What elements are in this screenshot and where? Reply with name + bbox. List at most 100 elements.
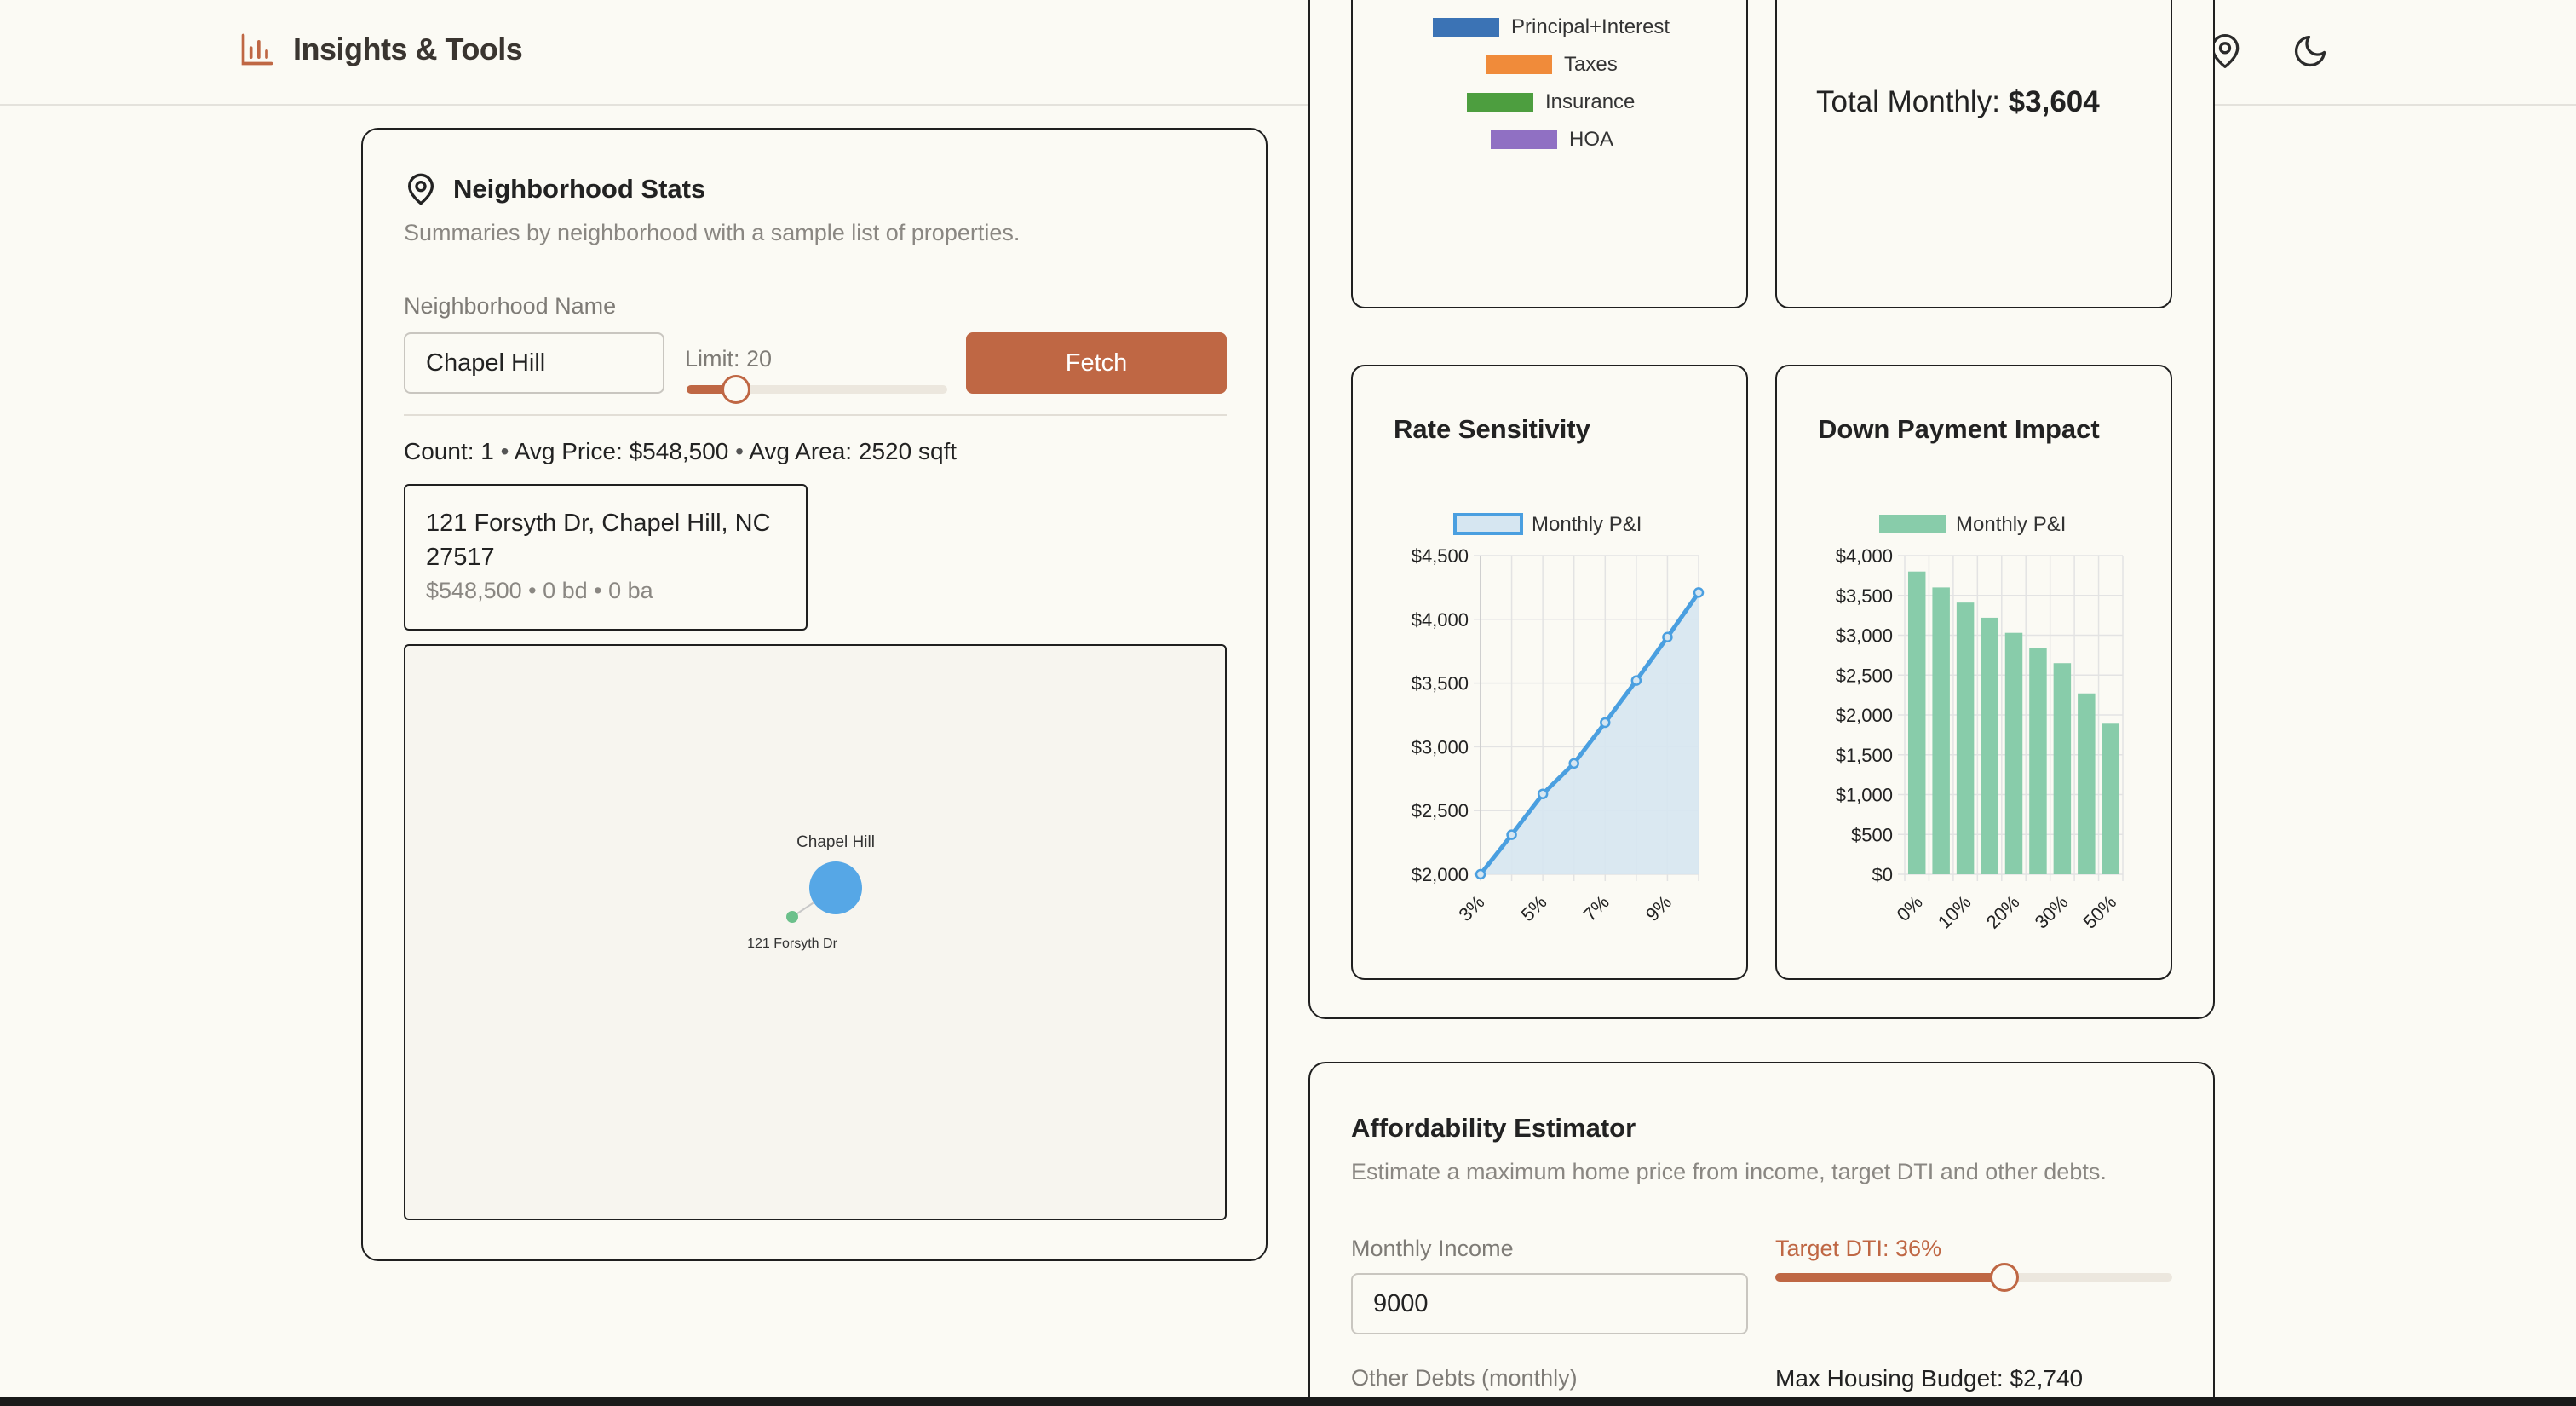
legend-swatch: [1467, 93, 1533, 112]
limit-slider-fill: [687, 385, 737, 394]
payment-breakdown-card: Principal+Interest Taxes Insurance HOA: [1351, 0, 1748, 308]
app-title: Insights & Tools: [293, 32, 523, 66]
neighborhood-graph-svg: Chapel Hill 121 Forsyth Dr: [747, 833, 875, 951]
neighborhood-stats-card: Neighborhood Stats Summaries by neighbor…: [361, 128, 1268, 1261]
y-tick-label: $2,500: [1412, 800, 1469, 821]
total-monthly-card: Total Monthly: $3,604: [1775, 0, 2172, 308]
dti-slider-fill: [1775, 1273, 2005, 1282]
x-tick-label: 20%: [1982, 891, 2024, 933]
y-tick-label: $1,500: [1836, 745, 1893, 766]
affordability-card: Affordability Estimator Estimate a maxim…: [1308, 1062, 2215, 1397]
rate-sensitivity-card: Rate Sensitivity Monthly P&I $4,500 $4,000…: [1351, 365, 1748, 980]
legend-item[interactable]: Principal+Interest: [1433, 15, 1670, 39]
neighborhood-name-input[interactable]: Chapel Hill: [404, 332, 664, 394]
brand[interactable]: Insights & Tools: [239, 31, 523, 68]
data-point: [1568, 758, 1579, 769]
bar: [1932, 587, 1950, 874]
avg-area-label: Avg Area:: [749, 438, 853, 464]
y-tick-label: $1,000: [1836, 785, 1893, 806]
target-dti-slider[interactable]: [1775, 1263, 2172, 1292]
down-payment-card: Down Payment Impact Monthly P&I $4,000 $3,…: [1775, 365, 2172, 980]
affordability-subtitle: Estimate a maximum home price from incom…: [1351, 1159, 2107, 1184]
x-tick-label: 0%: [1893, 891, 1927, 925]
limit-slider-thumb[interactable]: [722, 375, 751, 404]
limit-slider[interactable]: [687, 375, 947, 404]
graph-hub-label: Chapel Hill: [796, 833, 875, 851]
bar: [1981, 617, 1998, 874]
monthly-income-input[interactable]: 9000: [1351, 1273, 1748, 1334]
neighborhood-card-subtitle: Summaries by neighborhood with a sample …: [404, 220, 1021, 245]
legend-label: Taxes: [1564, 53, 1618, 76]
summary-separator: •: [735, 438, 744, 464]
neighborhood-card-title: Neighborhood Stats: [453, 174, 706, 204]
property-address: 121 Forsyth Dr, Chapel Hill, NC 27517: [426, 510, 771, 571]
window-bottom-edge: [0, 1397, 2576, 1406]
legend-label: HOA: [1569, 128, 1614, 151]
limit-label: Limit: 20: [685, 346, 773, 372]
moon-icon[interactable]: [2291, 32, 2329, 70]
data-point: [1693, 587, 1705, 598]
bar-chart-icon: [241, 33, 273, 66]
total-monthly-label: Total Monthly:: [1816, 85, 2000, 118]
legend-swatch: [1879, 515, 1946, 533]
neighborhood-graph[interactable]: Chapel Hill 121 Forsyth Dr: [404, 644, 1227, 1220]
series-area: [1481, 592, 1699, 874]
down-payment-chart[interactable]: Monthly P&I $4,000 $3,500 $3,000 $2,500 $2,00…: [1777, 366, 2171, 978]
x-tick-label: 5%: [1517, 891, 1551, 925]
property-details: $548,500 • 0 bd • 0 ba: [426, 578, 653, 603]
down-payment-title: Down Payment Impact: [1818, 414, 2100, 444]
y-tick-label: $4,000: [1412, 609, 1469, 631]
data-point: [1630, 675, 1642, 686]
map-pin-icon: [408, 173, 434, 205]
x-tick-label: 30%: [2031, 891, 2073, 933]
monthly-income-label: Monthly Income: [1351, 1236, 1514, 1261]
legend-item[interactable]: Taxes: [1486, 53, 1618, 77]
legend-label: Monthly P&I: [1532, 513, 1642, 536]
dti-slider-thumb[interactable]: [1990, 1263, 2020, 1292]
y-tick-label: $3,500: [1836, 585, 1893, 607]
graph-hub-node[interactable]: [809, 861, 862, 914]
data-point: [1600, 717, 1611, 729]
avg-price-value: $548,500: [629, 438, 729, 464]
legend-item[interactable]: Insurance: [1467, 90, 1635, 114]
graph-node-label: 121 Forsyth Dr: [747, 936, 837, 951]
affordability-title: Affordability Estimator: [1351, 1113, 1636, 1143]
legend-swatch: [1491, 130, 1557, 149]
bar: [1956, 602, 1975, 874]
series-line: [1479, 591, 1701, 876]
data-point: [1475, 868, 1486, 880]
max-housing-budget: Max Housing Budget: $2,740: [1775, 1365, 2084, 1392]
other-debts-label: Other Debts (monthly): [1351, 1365, 1578, 1391]
y-tick-label: $3,000: [1836, 625, 1893, 647]
target-dti-label: Target DTI: 36%: [1775, 1236, 1942, 1261]
total-monthly-value: $3,604: [2008, 85, 2100, 118]
avg-price-label: Avg Price:: [514, 438, 623, 464]
x-tick-label: 9%: [1642, 891, 1676, 925]
avg-area-value: 2520 sqft: [858, 438, 957, 464]
x-tick-label: 10%: [1934, 891, 1975, 933]
count-label: Count:: [404, 438, 474, 464]
neighborhood-name-label: Neighborhood Name: [404, 293, 617, 319]
rate-sensitivity-chart[interactable]: Monthly P&I $4,500 $4,000 $3,500 $3,000 $2,50…: [1353, 366, 1746, 978]
property-list-item[interactable]: 121 Forsyth Dr, Chapel Hill, NC 27517 $5…: [404, 484, 808, 631]
legend-label: Insurance: [1545, 90, 1636, 113]
bar: [2102, 723, 2120, 874]
data-point: [1506, 829, 1517, 840]
y-tick-label: $2,000: [1836, 705, 1893, 726]
legend-item[interactable]: HOA: [1491, 128, 1613, 152]
total-monthly: Total Monthly: $3,604: [1816, 85, 2100, 119]
count-value: 1: [480, 438, 494, 464]
summary-separator: •: [500, 438, 509, 464]
bar: [2053, 663, 2072, 874]
neighborhood-summary: Count: 1 • Avg Price: $548,500 • Avg Are…: [404, 438, 957, 465]
y-tick-label: $3,000: [1412, 736, 1469, 758]
graph-property-node[interactable]: [786, 911, 798, 923]
mortgage-charts-card: Principal+Interest Taxes Insurance HOA Tota…: [1308, 0, 2215, 1019]
bar: [2078, 693, 2096, 874]
legend-label: Principal+Interest: [1511, 15, 1670, 38]
y-tick-label: $500: [1851, 824, 1893, 845]
fetch-button[interactable]: Fetch: [966, 332, 1227, 394]
bar: [1907, 571, 1926, 874]
bar: [2004, 632, 2023, 874]
